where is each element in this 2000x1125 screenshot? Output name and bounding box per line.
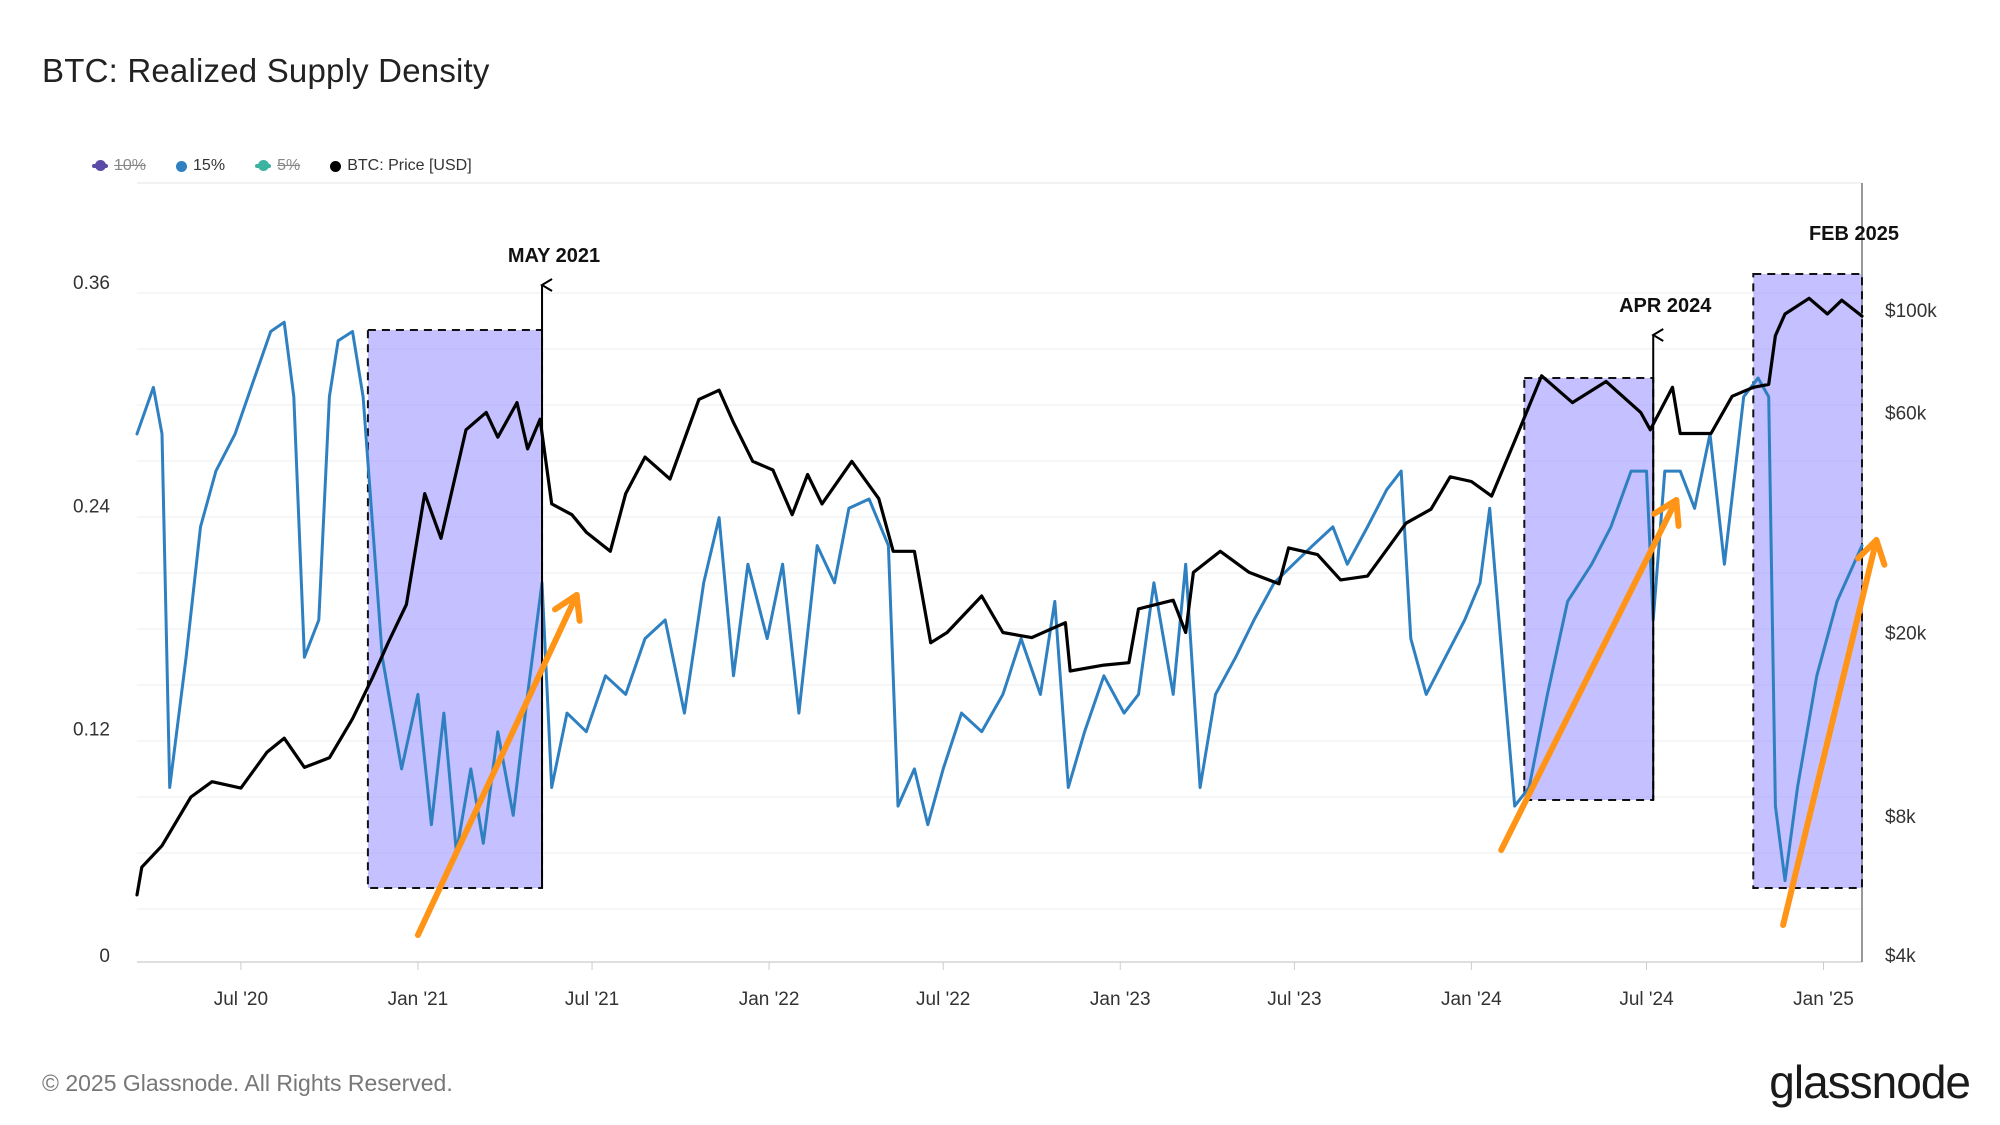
x-tick-label: Jul '22 xyxy=(916,989,970,1010)
x-tick-label: Jan '25 xyxy=(1793,989,1854,1010)
legend-label: BTC: Price [USD] xyxy=(347,157,472,174)
legend-item-price[interactable]: BTC: Price [USD] xyxy=(330,157,472,175)
legend-label: 15% xyxy=(193,157,226,174)
y-right-tick-label: $8k xyxy=(1885,807,1916,828)
trend-arrow xyxy=(1498,497,1680,853)
x-tick-label: Jul '20 xyxy=(214,989,268,1010)
legend-swatch-10 xyxy=(92,160,108,171)
trend-arrow xyxy=(1780,537,1880,928)
series-line-15pct xyxy=(135,320,1864,883)
annotation-label: FEB 2025 xyxy=(1809,223,1899,245)
legend-swatch-5 xyxy=(255,160,272,171)
y-right-tick-label: $60k xyxy=(1885,403,1927,424)
y-left-tick-label: 0.24 xyxy=(73,496,110,517)
highlight-box xyxy=(366,329,544,889)
x-tick-label: Jan '23 xyxy=(1090,989,1151,1010)
trend-arrow xyxy=(414,592,580,938)
copyright-text: © 2025 Glassnode. All Rights Reserved. xyxy=(42,1070,453,1096)
x-tick-label: Jul '21 xyxy=(565,989,619,1010)
legend-swatch-price xyxy=(330,160,342,172)
legend-item-10[interactable]: 10% xyxy=(92,157,146,175)
trend-arrowhead xyxy=(1651,497,1682,529)
x-tick-label: Jul '23 xyxy=(1267,989,1321,1010)
legend-item-5[interactable]: 5% xyxy=(255,157,300,175)
glassnode-logo: glassnode xyxy=(1769,1056,1971,1108)
legend-item-15[interactable]: 15% xyxy=(176,157,225,175)
series-line-btc-price xyxy=(135,296,1864,897)
trend-arrowhead xyxy=(1855,537,1888,568)
annotation-label: MAY 2021 xyxy=(508,245,600,267)
y-left-tick-label: 0.36 xyxy=(73,273,110,294)
x-tick-label: Jan '21 xyxy=(388,989,449,1010)
chart-title: BTC: Realized Supply Density xyxy=(42,52,490,89)
y-right-tick-label: $4k xyxy=(1885,946,1916,967)
y-left-tick-label: 0 xyxy=(99,946,110,967)
annotation-label: APR 2024 xyxy=(1619,295,1712,317)
legend: 10% 15% 5% BTC: Price [USD] xyxy=(92,157,472,175)
x-tick-label: Jan '24 xyxy=(1441,989,1502,1010)
legend-label: 10% xyxy=(114,157,147,174)
y-right-tick-label: $20k xyxy=(1885,624,1927,645)
trend-arrowhead xyxy=(551,592,583,624)
y-right-tick-label: $100k xyxy=(1885,301,1937,322)
y-left-tick-label: 0.12 xyxy=(73,720,110,741)
legend-swatch-15 xyxy=(176,160,188,172)
x-tick-label: Jan '22 xyxy=(739,989,800,1010)
x-tick-label: Jul '24 xyxy=(1619,989,1674,1010)
legend-label: 5% xyxy=(277,157,301,174)
